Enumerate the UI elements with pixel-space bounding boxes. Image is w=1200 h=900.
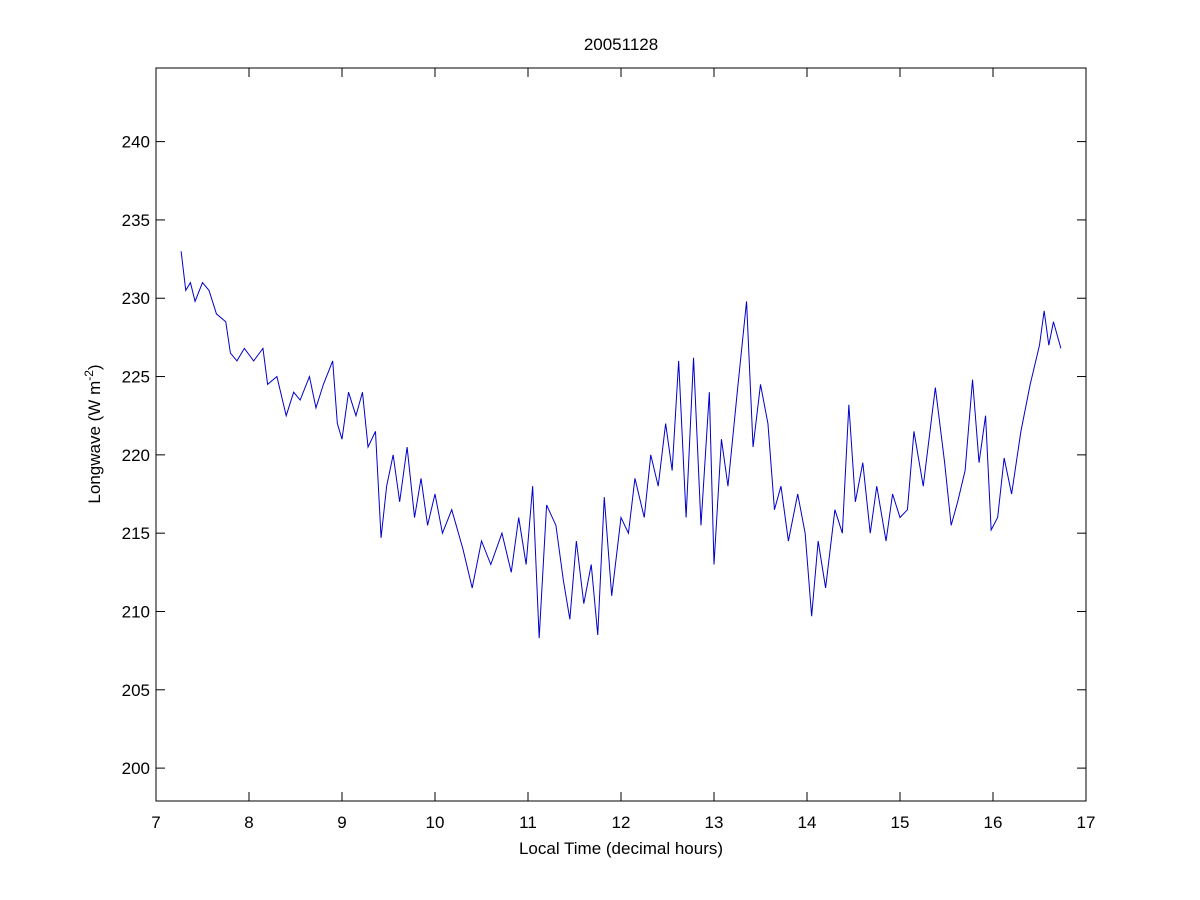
y-tick-label: 215 — [122, 524, 150, 543]
y-label-end: ) — [85, 364, 104, 370]
y-tick-label: 220 — [122, 446, 150, 465]
y-label-text: Longwave (W m — [85, 381, 104, 504]
y-tick-label: 240 — [122, 133, 150, 152]
y-tick-label: 205 — [122, 681, 150, 700]
x-tick-label: 12 — [612, 813, 631, 832]
x-tick-label: 8 — [244, 813, 253, 832]
data-line — [180, 251, 1062, 639]
y-label-exponent: -2 — [82, 370, 96, 381]
x-tick-label: 13 — [705, 813, 724, 832]
x-tick-label: 7 — [151, 813, 160, 832]
x-tick-label: 14 — [798, 813, 817, 832]
x-tick-label: 15 — [891, 813, 910, 832]
y-tick-label: 210 — [122, 602, 150, 621]
chart-title: 20051128 — [584, 35, 658, 54]
x-axis-label: Local Time (decimal hours) — [519, 839, 723, 858]
x-tick-label: 9 — [337, 813, 346, 832]
y-tick-label: 225 — [122, 368, 150, 387]
y-axis-label: Longwave (W m-2) — [82, 364, 104, 503]
x-tick-label: 10 — [426, 813, 445, 832]
y-tick-label: 200 — [122, 759, 150, 778]
y-tick-label: 235 — [122, 211, 150, 230]
x-tick-label: 17 — [1077, 813, 1096, 832]
x-tick-label: 11 — [519, 813, 537, 832]
y-tick-label: 230 — [122, 289, 150, 308]
x-tick-label: 16 — [984, 813, 1003, 832]
